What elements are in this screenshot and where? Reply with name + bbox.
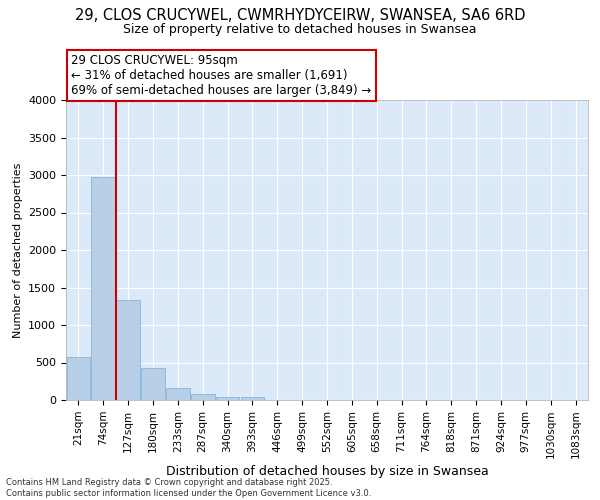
Text: 29, CLOS CRUCYWEL, CWMRHYDYCEIRW, SWANSEA, SA6 6RD: 29, CLOS CRUCYWEL, CWMRHYDYCEIRW, SWANSE… xyxy=(75,8,525,22)
Bar xyxy=(91,178,115,400)
Bar xyxy=(191,394,215,400)
Bar xyxy=(67,356,90,400)
Bar xyxy=(166,388,190,400)
Bar xyxy=(241,397,264,400)
Text: 29 CLOS CRUCYWEL: 95sqm
← 31% of detached houses are smaller (1,691)
69% of semi: 29 CLOS CRUCYWEL: 95sqm ← 31% of detache… xyxy=(71,54,371,97)
Bar xyxy=(216,396,239,400)
Text: Contains HM Land Registry data © Crown copyright and database right 2025.
Contai: Contains HM Land Registry data © Crown c… xyxy=(6,478,371,498)
Bar xyxy=(116,300,140,400)
Y-axis label: Number of detached properties: Number of detached properties xyxy=(13,162,23,338)
Bar xyxy=(141,368,165,400)
Text: Size of property relative to detached houses in Swansea: Size of property relative to detached ho… xyxy=(123,22,477,36)
X-axis label: Distribution of detached houses by size in Swansea: Distribution of detached houses by size … xyxy=(166,466,488,478)
